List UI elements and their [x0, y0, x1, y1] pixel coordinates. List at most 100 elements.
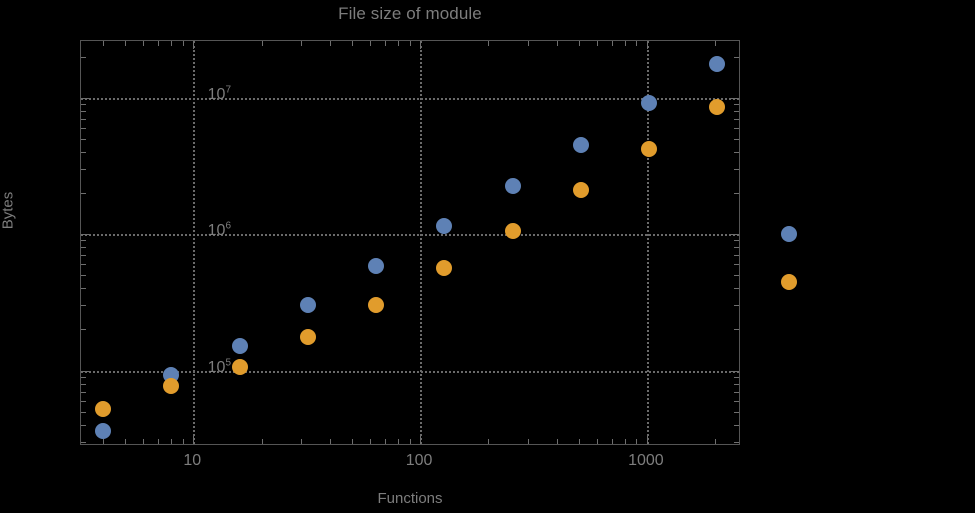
x-tick-label: 10 [183, 452, 202, 469]
legend-marker-series-1 [781, 226, 797, 242]
x-axis-tick-top [158, 41, 160, 46]
y-axis-tick [81, 383, 86, 385]
y-axis-tick-right [734, 247, 739, 249]
data-point [94, 401, 111, 418]
x-axis-tick [611, 439, 613, 444]
x-axis-tick [301, 439, 303, 444]
y-axis-tick-right [734, 118, 739, 120]
y-axis-tick-right [734, 138, 739, 140]
x-axis-tick [409, 439, 411, 444]
x-tick-label: 1000 [628, 452, 664, 469]
gridline-vertical [646, 41, 649, 444]
x-axis-tick-top [142, 41, 144, 46]
y-axis-tick-right [734, 424, 739, 426]
y-axis-tick-right [731, 234, 739, 236]
x-axis-tick-top [351, 41, 353, 46]
x-axis-tick-top [646, 41, 648, 49]
x-axis-title: Functions [377, 490, 443, 507]
plot-frame [80, 40, 740, 445]
x-tick-label: 100 [405, 452, 433, 469]
y-axis-tick-right [734, 376, 739, 378]
x-axis-tick [329, 439, 331, 444]
x-axis-tick [556, 439, 558, 444]
x-axis-tick-top [193, 41, 195, 49]
x-axis-tick-top [124, 41, 126, 46]
x-axis-tick-top [611, 41, 613, 46]
x-axis-tick-top [329, 41, 331, 46]
y-axis-tick-right [734, 193, 739, 194]
y-axis-tick [81, 103, 86, 105]
x-axis-tick [369, 439, 371, 444]
y-axis-tick-right [734, 441, 739, 443]
y-axis-tick [81, 97, 89, 99]
x-axis-tick-top [715, 41, 717, 46]
y-axis-tick [81, 234, 89, 236]
data-point [436, 217, 453, 234]
y-tick-label: 107 [208, 85, 231, 104]
y-axis-tick [81, 168, 86, 170]
y-axis-tick [81, 56, 86, 58]
data-point [709, 56, 726, 73]
x-axis-tick [528, 439, 530, 444]
y-axis-tick-right [734, 391, 739, 393]
x-axis-tick-top [488, 41, 490, 46]
y-axis-tick [81, 255, 86, 257]
x-axis-tick-top [398, 41, 400, 46]
y-axis-tick [81, 110, 86, 112]
x-axis-tick [182, 439, 184, 444]
y-axis-tick [81, 151, 86, 153]
y-axis-title: Bytes [0, 191, 17, 230]
data-point [231, 337, 248, 354]
y-axis-tick [81, 376, 86, 378]
data-point [504, 178, 521, 195]
x-axis-tick [158, 439, 160, 444]
data-point [504, 223, 521, 240]
x-axis-tick [142, 439, 144, 444]
data-point [299, 297, 316, 314]
x-axis-tick-top [420, 41, 422, 49]
x-axis-tick-top [384, 41, 386, 46]
x-axis-tick-top [578, 41, 580, 46]
data-point [572, 136, 589, 153]
x-axis-tick [578, 439, 580, 444]
x-axis-tick [261, 439, 263, 444]
y-axis-tick [81, 264, 86, 266]
data-point [368, 297, 385, 314]
y-tick-label: 105 [208, 358, 231, 377]
y-tick-label-exponent: 6 [225, 220, 231, 232]
x-axis-tick-top [528, 41, 530, 46]
x-axis-tick [171, 439, 173, 444]
x-axis-tick [420, 436, 422, 444]
gridline-vertical [420, 41, 423, 444]
y-axis-tick-right [734, 127, 739, 129]
y-axis-tick [81, 329, 86, 331]
y-axis-tick-right [734, 288, 739, 290]
x-axis-tick [596, 439, 598, 444]
x-axis-tick [624, 439, 626, 444]
x-axis-tick [124, 439, 126, 444]
data-point [94, 423, 111, 440]
data-point [368, 258, 385, 275]
data-point [299, 329, 316, 346]
chart-title: File size of module [338, 4, 482, 23]
y-axis-tick [81, 411, 86, 413]
x-axis-tick [715, 439, 717, 444]
y-axis-tick [81, 424, 86, 426]
y-axis-tick-right [734, 240, 739, 242]
x-axis-tick-top [102, 41, 104, 46]
y-axis-tick-right [731, 97, 739, 99]
data-point [436, 260, 453, 277]
y-axis-tick-right [734, 56, 739, 58]
y-axis-tick [81, 288, 86, 290]
x-axis-tick-top [301, 41, 303, 46]
data-point [163, 378, 180, 395]
data-point [572, 182, 589, 199]
y-axis-tick [81, 275, 86, 277]
y-axis-tick [81, 400, 86, 402]
x-axis-tick [384, 439, 386, 444]
y-tick-label-base: 10 [207, 222, 226, 240]
x-axis-tick [488, 439, 490, 444]
y-tick-label: 106 [207, 220, 231, 240]
x-axis-tick-top [261, 41, 263, 46]
